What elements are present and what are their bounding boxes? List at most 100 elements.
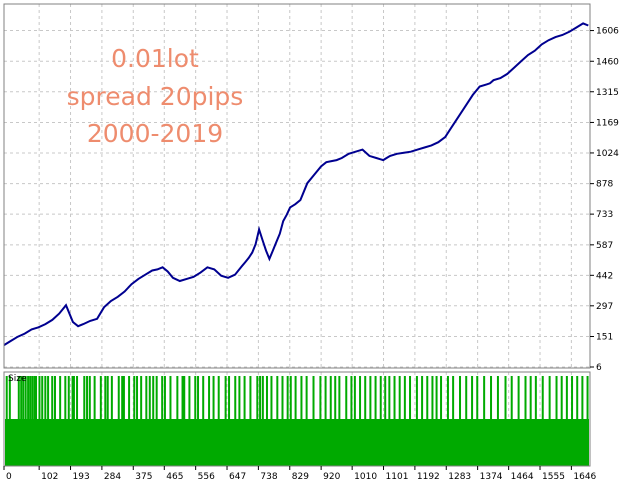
- size-bar: [197, 376, 200, 420]
- y-tick-label: 1460: [596, 57, 619, 67]
- y-tick-label: 297: [596, 302, 613, 312]
- size-bars: [5, 376, 589, 466]
- size-bar: [121, 376, 124, 420]
- size-bar: [72, 376, 75, 420]
- size-bar: [106, 376, 109, 420]
- size-bar: [145, 376, 148, 420]
- x-tick-label: 1101: [386, 472, 409, 480]
- size-bar: [345, 376, 348, 420]
- size-bar: [86, 376, 89, 420]
- size-bar: [53, 376, 56, 420]
- y-tick-label: 587: [596, 241, 613, 251]
- size-bar: [181, 376, 184, 420]
- size-panel-label: Size: [8, 374, 27, 384]
- y-tick-label: 1169: [596, 118, 619, 128]
- size-bar: [256, 376, 259, 420]
- size-bar: [29, 376, 32, 420]
- size-bar: [510, 376, 513, 420]
- size-bar: [334, 376, 337, 420]
- size-bar: [452, 376, 455, 420]
- x-tick-label: 647: [229, 472, 246, 480]
- size-bar: [324, 376, 327, 420]
- size-bar: [270, 376, 273, 420]
- x-tick-label: 1464: [511, 472, 534, 480]
- size-bar: [524, 376, 527, 420]
- size-bar: [483, 376, 486, 420]
- size-bar: [64, 376, 67, 420]
- size-bar: [88, 376, 91, 420]
- size-bar: [217, 376, 220, 420]
- size-bar: [228, 376, 231, 420]
- size-bar: [398, 376, 401, 420]
- size-bar: [431, 376, 434, 420]
- size-bar: [212, 376, 215, 420]
- size-bar: [281, 376, 284, 420]
- size-bar: [169, 376, 172, 420]
- size-bar: [426, 376, 429, 420]
- size-bar: [369, 376, 372, 420]
- x-tick-label: 556: [198, 472, 215, 480]
- sub-plot-frame: [3, 371, 591, 467]
- size-bar: [161, 376, 164, 420]
- size-bar: [249, 376, 252, 420]
- main-grid: [3, 4, 590, 368]
- size-bar: [5, 376, 8, 420]
- size-bar: [148, 376, 151, 420]
- annotation-lot: 0.01lot: [111, 44, 199, 73]
- size-bar: [496, 376, 499, 420]
- size-bar: [83, 376, 86, 420]
- y-tick-label: 151: [596, 333, 613, 343]
- size-bar: [238, 376, 241, 420]
- size-bar: [548, 376, 551, 420]
- size-bar: [51, 376, 54, 420]
- size-bar: [446, 376, 449, 420]
- size-bar: [415, 376, 418, 420]
- size-bar: [24, 376, 27, 420]
- size-bar: [110, 376, 113, 420]
- size-bar: [384, 376, 387, 420]
- size-bar: [35, 376, 38, 420]
- size-bar: [305, 376, 308, 420]
- x-tick-label: 738: [260, 472, 277, 480]
- size-bar: [22, 376, 25, 420]
- size-bar: [571, 376, 574, 420]
- size-bar: [152, 376, 155, 420]
- size-bar: [136, 376, 139, 420]
- y-tick-label: 442: [596, 271, 613, 281]
- size-bar: [188, 376, 191, 420]
- size-bar: [359, 376, 362, 420]
- size-bar: [140, 376, 143, 420]
- size-bar: [517, 376, 520, 420]
- size-bar: [44, 376, 47, 420]
- size-bar: [312, 376, 315, 420]
- size-bar: [581, 376, 584, 420]
- size-bar: [393, 376, 396, 420]
- x-tick-label: 1374: [480, 472, 503, 480]
- size-bar: [234, 376, 237, 420]
- size-bar: [76, 376, 79, 420]
- size-bar: [409, 376, 412, 420]
- size-bar: [194, 376, 197, 420]
- size-bar: [560, 376, 563, 420]
- size-bar: [353, 376, 356, 420]
- size-bar: [117, 376, 120, 420]
- size-bar: [440, 376, 443, 420]
- size-bar: [47, 376, 50, 420]
- x-tick-label: 1010: [354, 472, 377, 480]
- size-bar: [224, 376, 227, 420]
- size-bar: [421, 376, 424, 420]
- size-bar: [122, 376, 125, 420]
- size-bar: [289, 376, 292, 420]
- size-bar: [265, 376, 268, 420]
- size-bar: [208, 376, 211, 420]
- size-bar: [565, 376, 568, 420]
- size-bar: [388, 376, 391, 420]
- size-bar: [176, 376, 179, 420]
- size-bar: [71, 376, 74, 420]
- x-tick-label: 1555: [542, 472, 565, 480]
- x-tick-label: 0: [6, 472, 12, 480]
- x-tick-label: 465: [166, 472, 183, 480]
- size-bar: [93, 376, 96, 420]
- size-bar: [350, 376, 353, 420]
